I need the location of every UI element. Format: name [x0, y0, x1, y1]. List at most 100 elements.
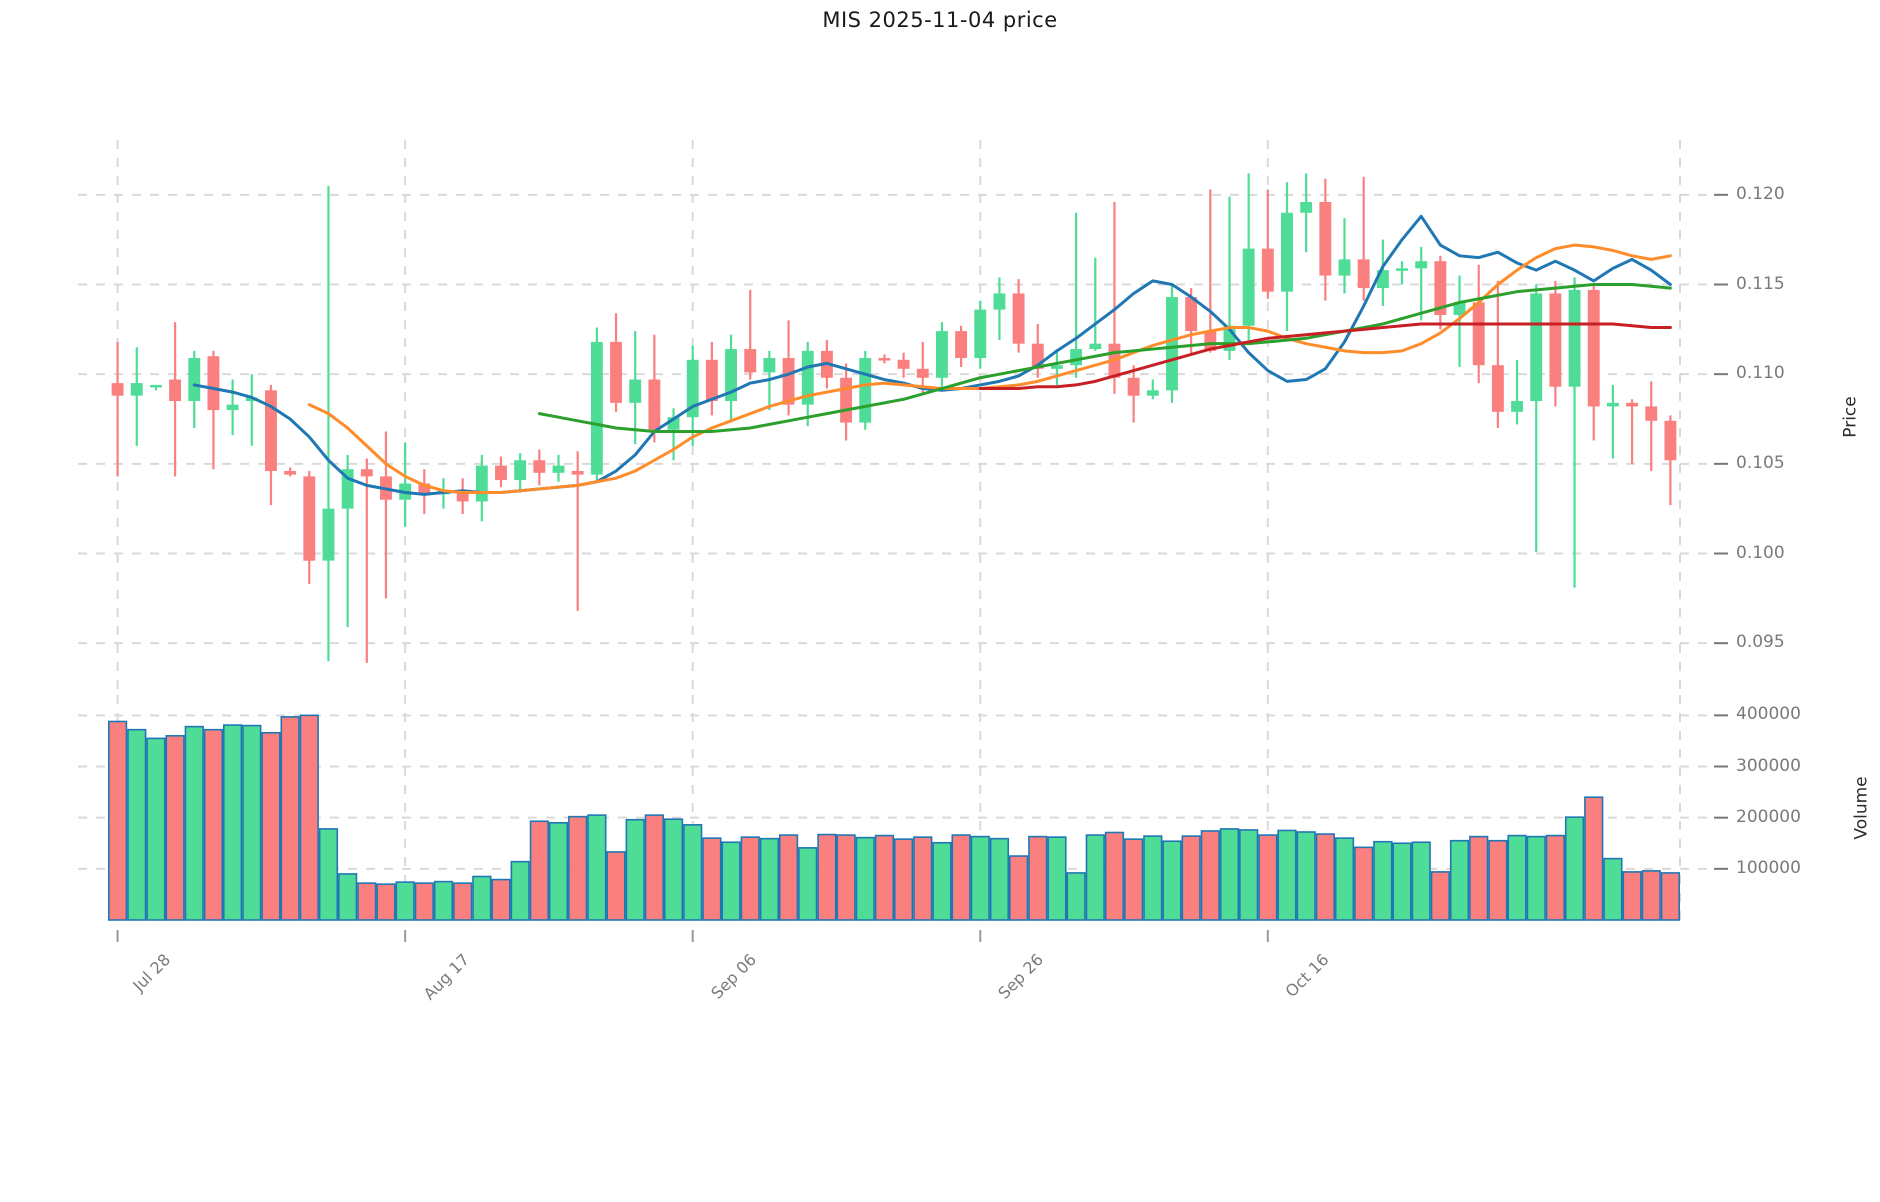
volume-bar — [1660, 872, 1681, 921]
candle-body — [1376, 270, 1389, 289]
x-axis-tick-label: Oct 16 — [1281, 950, 1333, 1001]
volume-bar — [338, 873, 358, 921]
candle-body — [169, 379, 182, 402]
candle-body — [935, 331, 948, 378]
candle-body — [1261, 248, 1274, 292]
volume-bar — [778, 834, 799, 921]
volume-bar — [184, 725, 204, 921]
volume-bar — [1143, 835, 1163, 921]
candle-body — [1204, 331, 1217, 351]
volume-bar — [1545, 834, 1566, 921]
candle-body — [1031, 343, 1044, 369]
candle-body — [341, 469, 354, 509]
volume-bar — [395, 881, 415, 921]
candle-body — [648, 379, 661, 430]
candle-body — [1223, 325, 1236, 351]
candle-body — [1089, 343, 1102, 350]
volume-bar — [357, 882, 377, 921]
volume-bar — [625, 818, 645, 921]
candle-body — [1338, 259, 1351, 276]
volume-bar — [1584, 796, 1604, 921]
volume-bar — [568, 815, 588, 921]
candle-body — [955, 331, 968, 359]
volume-bar — [203, 728, 224, 921]
volume-bar — [146, 737, 166, 921]
candle-body — [552, 465, 565, 473]
candle-body — [514, 460, 527, 480]
candle-body — [1472, 302, 1485, 366]
volume-bar — [1315, 833, 1335, 921]
volume-bar — [1162, 840, 1182, 921]
volume-bar — [222, 724, 243, 921]
candle-body — [1166, 297, 1178, 391]
volume-bar — [970, 835, 990, 921]
volume-bar — [261, 731, 281, 921]
volume-bar — [893, 838, 914, 921]
candle-body — [1626, 402, 1639, 407]
candle-body — [226, 404, 239, 411]
volume-bar — [1488, 839, 1508, 921]
volume-bar — [414, 882, 434, 921]
candle-body — [1664, 420, 1677, 461]
volume-bar — [1085, 834, 1105, 921]
x-axis-tick-label: Sep 06 — [706, 950, 760, 1003]
candle-body — [1281, 212, 1293, 292]
volume-bar — [1181, 835, 1201, 921]
candle-body — [1491, 365, 1504, 412]
ma-line-ma_fast — [192, 214, 1672, 496]
price-tick-label: 0.095 — [1736, 632, 1785, 653]
volume-bar — [491, 878, 511, 921]
volume-bar — [433, 880, 454, 921]
volume-bar — [453, 882, 473, 921]
price-tick-label: 0.105 — [1736, 452, 1785, 473]
candle-body — [820, 350, 833, 378]
candle-body — [1453, 302, 1466, 315]
volume-bar — [817, 833, 837, 921]
volume-bar — [299, 714, 319, 921]
candle-body — [801, 350, 814, 405]
volume-bar — [721, 841, 741, 921]
volume-bar — [1411, 841, 1431, 921]
volume-bar — [951, 834, 971, 921]
candle-body — [495, 465, 507, 480]
candle-body — [245, 397, 258, 402]
volume-bar — [1564, 816, 1585, 921]
candle-body — [1415, 261, 1428, 269]
volume-bar — [318, 828, 339, 921]
candle-body — [188, 358, 201, 402]
volume-bar — [1354, 846, 1374, 921]
candle-body — [303, 476, 316, 561]
candle-body — [1070, 349, 1083, 366]
volume-bar — [1258, 834, 1278, 921]
candle-body — [475, 465, 488, 502]
candle-body — [590, 341, 603, 475]
volume-bar — [989, 837, 1010, 921]
volume-bar — [472, 875, 492, 921]
volume-bar — [165, 735, 185, 921]
volume-tick-label: 200000 — [1736, 806, 1801, 827]
price-tick-label: 0.115 — [1736, 273, 1785, 294]
candle-body — [1357, 259, 1370, 289]
candle-body — [1530, 293, 1543, 402]
volume-bar — [740, 836, 760, 921]
price-tick-label: 0.120 — [1736, 183, 1785, 204]
volume-tick-label: 100000 — [1736, 857, 1801, 878]
volume-bar — [107, 720, 128, 921]
volume-bar — [1526, 835, 1546, 921]
candle-body — [1012, 293, 1025, 344]
volume-bar — [836, 834, 856, 921]
volume-bar — [242, 724, 262, 921]
volume-tick-label: 400000 — [1736, 704, 1801, 725]
candle-body — [380, 476, 392, 500]
candle-body — [1146, 390, 1159, 396]
candle-body — [725, 349, 737, 402]
candle-body — [360, 469, 373, 477]
candlestick-series — [111, 173, 1677, 663]
x-axis-tick-label: Aug 17 — [419, 950, 474, 1004]
candle-body — [763, 358, 776, 373]
candle-body — [437, 490, 450, 495]
volume-bar — [606, 851, 626, 921]
volume-bar — [1008, 855, 1029, 921]
volume-bar — [587, 814, 607, 921]
